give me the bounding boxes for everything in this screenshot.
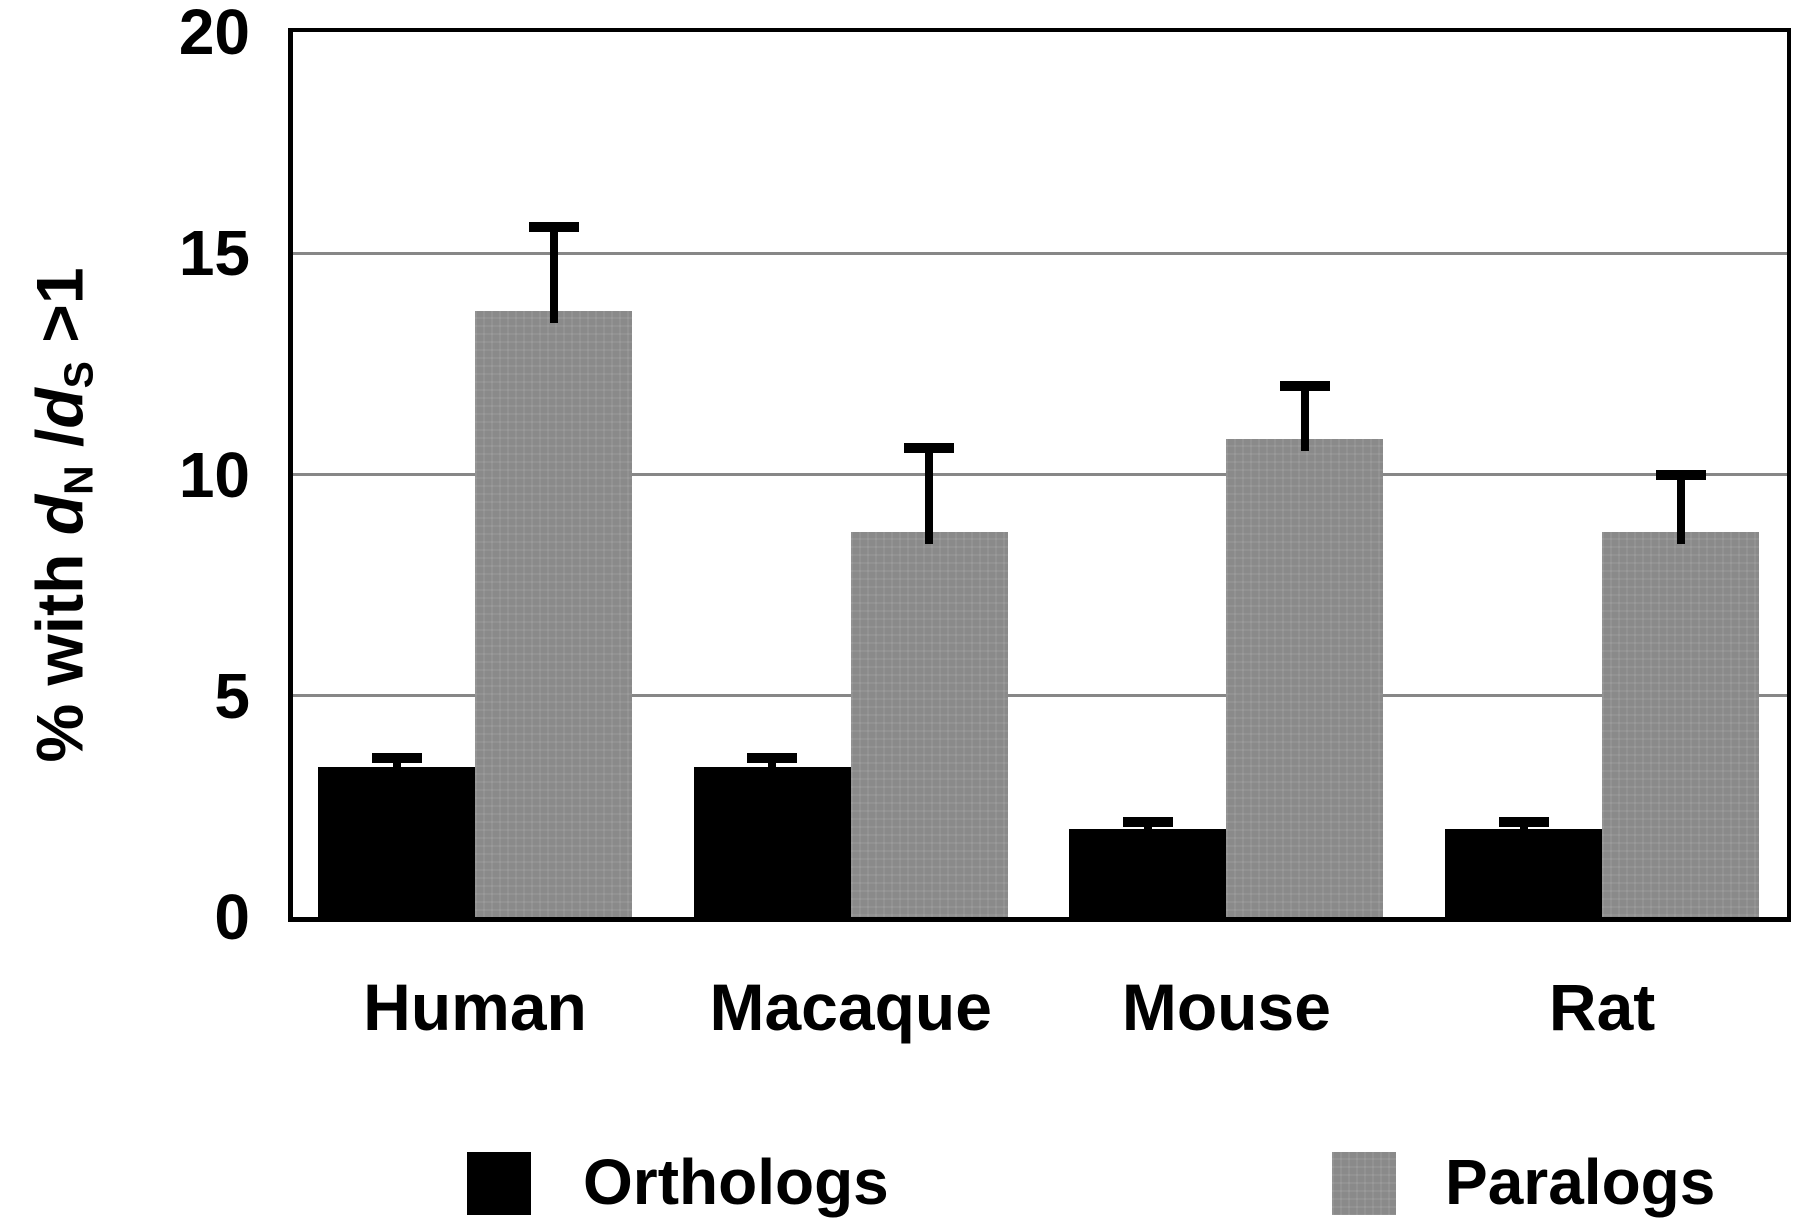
error-bar-cap-paralogs-macaque	[904, 442, 955, 453]
bar-orthologs-mouse	[1069, 828, 1227, 917]
bar-paralogs-rat	[1602, 532, 1760, 917]
error-bar-stem-orthologs-macaque	[768, 757, 777, 779]
y-tick-label-20: 20	[178, 0, 250, 68]
x-axis-label-mouse: Mouse	[1121, 970, 1331, 1044]
y-tick-label-15: 15	[178, 217, 250, 290]
gridline-10	[293, 473, 1787, 476]
bar-orthologs-human	[318, 766, 475, 917]
bar-paralogs-mouse	[1226, 439, 1384, 917]
bar-paralogs-human	[475, 310, 632, 917]
error-bar-cap-paralogs-human	[528, 221, 579, 232]
error-bar-cap-paralogs-mouse	[1279, 381, 1330, 391]
y-tick-label-0: 0	[214, 881, 250, 953]
x-axis-label-rat: Rat	[1548, 970, 1656, 1044]
y-axis-title-ds: d	[22, 388, 97, 429]
bar-paralogs-macaque	[850, 532, 1008, 917]
error-bar-stem-paralogs-rat	[1676, 474, 1685, 545]
error-bar-cap-orthologs-macaque	[747, 752, 798, 763]
error-bar-stem-paralogs-human	[549, 226, 558, 323]
x-axis-label-human: Human	[363, 970, 587, 1044]
legend-label-orthologs: Orthologs	[583, 1146, 889, 1218]
error-bar-stem-orthologs-human	[392, 757, 401, 779]
x-axis-label-macaque: Macaque	[709, 970, 992, 1044]
error-bar-cap-orthologs-human	[371, 752, 422, 763]
legend-swatch-paralogs	[1332, 1152, 1396, 1215]
legend-label-paralogs: Paralogs	[1445, 1146, 1716, 1218]
error-bar-stem-paralogs-macaque	[925, 447, 934, 545]
error-bar-cap-orthologs-mouse	[1122, 816, 1173, 827]
gridline-15	[293, 251, 1787, 255]
error-bar-cap-paralogs-rat	[1655, 469, 1706, 480]
y-tick-label-5: 5	[214, 659, 250, 732]
plot-area	[288, 28, 1791, 922]
legend-swatch-orthologs	[467, 1152, 531, 1215]
bar-orthologs-rat	[1445, 828, 1603, 917]
y-axis-title-text: % with	[22, 535, 97, 763]
error-bar-stem-orthologs-rat	[1519, 821, 1528, 841]
y-axis-title-sub-s: S	[55, 361, 102, 389]
bar-orthologs-macaque	[693, 766, 851, 917]
error-bar-cap-orthologs-rat	[1498, 816, 1549, 827]
error-bar-stem-orthologs-mouse	[1143, 821, 1152, 841]
error-bar-stem-paralogs-mouse	[1300, 386, 1309, 452]
y-tick-label-10: 10	[178, 438, 250, 511]
gridline-5	[293, 694, 1787, 698]
